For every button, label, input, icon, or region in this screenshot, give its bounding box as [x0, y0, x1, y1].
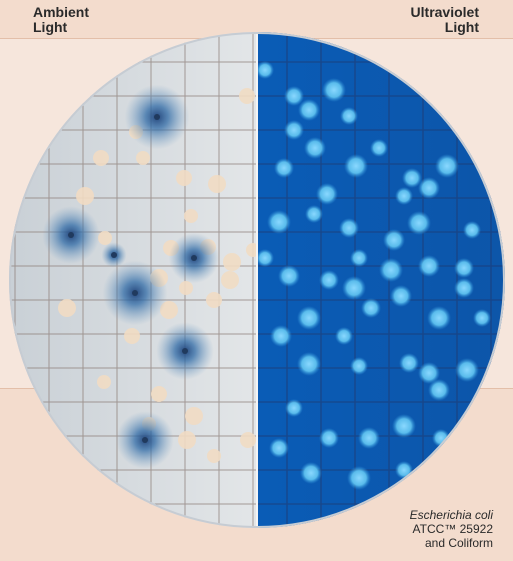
beige-colony — [98, 231, 112, 245]
fluorescent-colony — [305, 205, 323, 223]
strain-name: ATCC™ 25922 — [412, 522, 493, 536]
beige-colony — [76, 187, 94, 205]
ambient-half — [9, 32, 257, 528]
fluorescent-colony — [428, 379, 450, 401]
fluorescent-colony — [284, 120, 304, 140]
fluorescent-colony — [361, 298, 381, 318]
beige-colony — [176, 170, 192, 186]
fluorescent-colony — [270, 325, 292, 347]
fluorescent-colony — [350, 357, 368, 375]
fluorescent-colony — [418, 177, 440, 199]
fluorescent-colony — [454, 278, 474, 298]
fluorescent-colony — [383, 229, 405, 251]
fluorescent-colony — [269, 438, 289, 458]
fluorescent-colony — [427, 306, 451, 330]
fluorescent-colony — [257, 61, 274, 79]
organism-name: Escherichia coli — [409, 508, 493, 522]
fluorescent-colony — [358, 427, 380, 449]
fluorescent-colony — [344, 154, 368, 178]
fluorescent-colony — [319, 270, 339, 290]
fluorescent-colony — [274, 158, 294, 178]
fluorescent-colony — [454, 258, 474, 278]
beige-colony — [97, 375, 111, 389]
fluorescent-colony — [392, 414, 416, 438]
fluorescent-colony — [304, 137, 326, 159]
beige-colony — [58, 299, 76, 317]
fluorescent-colony — [267, 210, 291, 234]
fluorescent-colony — [340, 107, 358, 125]
beige-colony — [151, 386, 167, 402]
fluorescent-colony — [300, 462, 322, 484]
fluorescent-colony — [455, 358, 479, 382]
fluorescent-colony — [347, 466, 371, 490]
fluorescent-colony — [284, 86, 304, 106]
beige-colony — [239, 88, 255, 104]
beige-colony — [179, 281, 193, 295]
beige-colony — [136, 151, 150, 165]
fluorescent-colony — [370, 139, 388, 157]
fluorescent-colony — [473, 309, 491, 327]
fluorescent-colony — [339, 218, 359, 238]
beige-colony — [208, 175, 226, 193]
petri-dish-image — [9, 32, 505, 528]
fluorescent-colony — [342, 276, 366, 300]
fluorescent-colony — [379, 258, 403, 282]
fluorescent-colony — [418, 255, 440, 277]
medium-name: and Coliform — [424, 536, 493, 550]
fluorescent-colony — [278, 265, 300, 287]
fluorescent-colony — [402, 168, 422, 188]
ultraviolet-half — [257, 32, 505, 528]
ultraviolet-light-label: Ultraviolet Light — [410, 4, 479, 35]
fluorescent-colony — [297, 306, 321, 330]
beige-colony — [178, 431, 196, 449]
ambient-light-label: Ambient Light — [33, 4, 89, 35]
beige-colony — [207, 449, 221, 463]
fluorescent-colony — [395, 187, 413, 205]
fluorescent-colony — [418, 362, 440, 384]
beige-colony — [221, 271, 239, 289]
fluorescent-colony — [407, 211, 431, 235]
fluorescent-colony — [350, 249, 368, 267]
fluorescent-colony — [390, 285, 412, 307]
fluorescent-colony — [316, 183, 338, 205]
fluorescent-colony — [335, 327, 353, 345]
fluorescent-colony — [319, 428, 339, 448]
fluorescent-colony — [297, 352, 321, 376]
beige-colony — [240, 432, 256, 448]
fluorescent-colony — [395, 461, 413, 479]
beige-colony — [185, 407, 203, 425]
beige-colony — [93, 150, 109, 166]
fluorescent-colony — [298, 99, 320, 121]
fluorescent-colony — [459, 418, 479, 438]
fluorescent-colony — [435, 154, 459, 178]
fluorescent-colony — [322, 78, 346, 102]
specimen-caption: Escherichia coli ATCC™ 25922 and Colifor… — [410, 508, 493, 550]
fluorescent-colony — [463, 221, 481, 239]
beige-colony — [223, 253, 241, 271]
fluorescent-colony — [285, 399, 303, 417]
fluorescent-colony — [399, 353, 419, 373]
beige-colony — [206, 292, 222, 308]
beige-colony — [184, 209, 198, 223]
fluorescent-colony — [257, 249, 274, 267]
beige-colony — [124, 328, 140, 344]
